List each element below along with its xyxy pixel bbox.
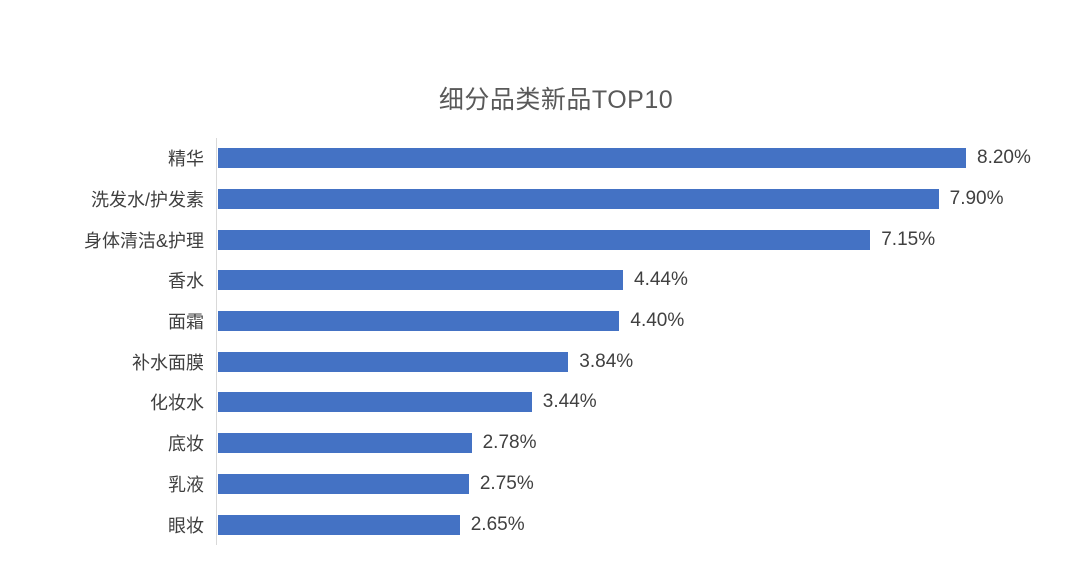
- value-label: 3.84%: [579, 350, 634, 372]
- bar: [218, 514, 460, 535]
- category-label: 香水: [168, 271, 204, 292]
- bar: [218, 270, 624, 291]
- bar-row: 化妆水 3.44%: [0, 382, 1080, 423]
- value-label: 2.65%: [470, 513, 525, 535]
- bar-row: 底妆 2.78%: [0, 423, 1080, 464]
- category-label: 底妆: [168, 434, 204, 455]
- bar-row: 补水面膜 3.84%: [0, 341, 1080, 382]
- y-axis-line: [216, 138, 217, 545]
- category-label: 身体清洁&护理: [83, 230, 204, 251]
- category-label: 乳液: [168, 474, 204, 495]
- bar-row: 精华 8.20%: [0, 138, 1080, 179]
- bar: [218, 189, 939, 210]
- chart-title: 细分品类新品TOP10: [438, 86, 674, 114]
- bar-row: 洗发水/护发素 7.90%: [0, 179, 1080, 220]
- bar: [218, 229, 871, 250]
- bar: [218, 433, 472, 454]
- value-label: 7.15%: [881, 228, 936, 250]
- value-label: 4.44%: [634, 269, 688, 291]
- value-label: 2.78%: [482, 432, 537, 454]
- bar: [218, 148, 967, 169]
- category-label: 面霜: [168, 312, 204, 333]
- value-label: 4.40%: [630, 310, 685, 332]
- value-label: 2.75%: [479, 472, 534, 494]
- bar-row: 眼妆 2.65%: [0, 504, 1080, 545]
- bar-row: 乳液 2.75%: [0, 464, 1080, 505]
- category-label: 补水面膜: [132, 352, 204, 373]
- bar-row: 面霜 4.40%: [0, 301, 1080, 342]
- value-label: 7.90%: [949, 188, 1004, 210]
- category-label: 精华: [168, 149, 204, 170]
- bar-rows: 精华 8.20% 洗发水/护发素 7.90% 身体清洁&护理 7.15% 香水 4.44% 面霜…: [0, 138, 1080, 545]
- value-label: 8.20%: [977, 147, 1031, 169]
- bar: [218, 351, 569, 372]
- bar: [218, 311, 620, 332]
- category-label: 化妆水: [150, 393, 204, 414]
- category-label: 洗发水/护发素: [90, 190, 204, 211]
- value-label: 3.44%: [542, 391, 597, 413]
- bar-row: 身体清洁&护理 7.15%: [0, 219, 1080, 260]
- category-label: 眼妆: [168, 515, 204, 536]
- bar: [218, 392, 532, 413]
- bar: [218, 473, 469, 494]
- bar-row: 香水 4.44%: [0, 260, 1080, 301]
